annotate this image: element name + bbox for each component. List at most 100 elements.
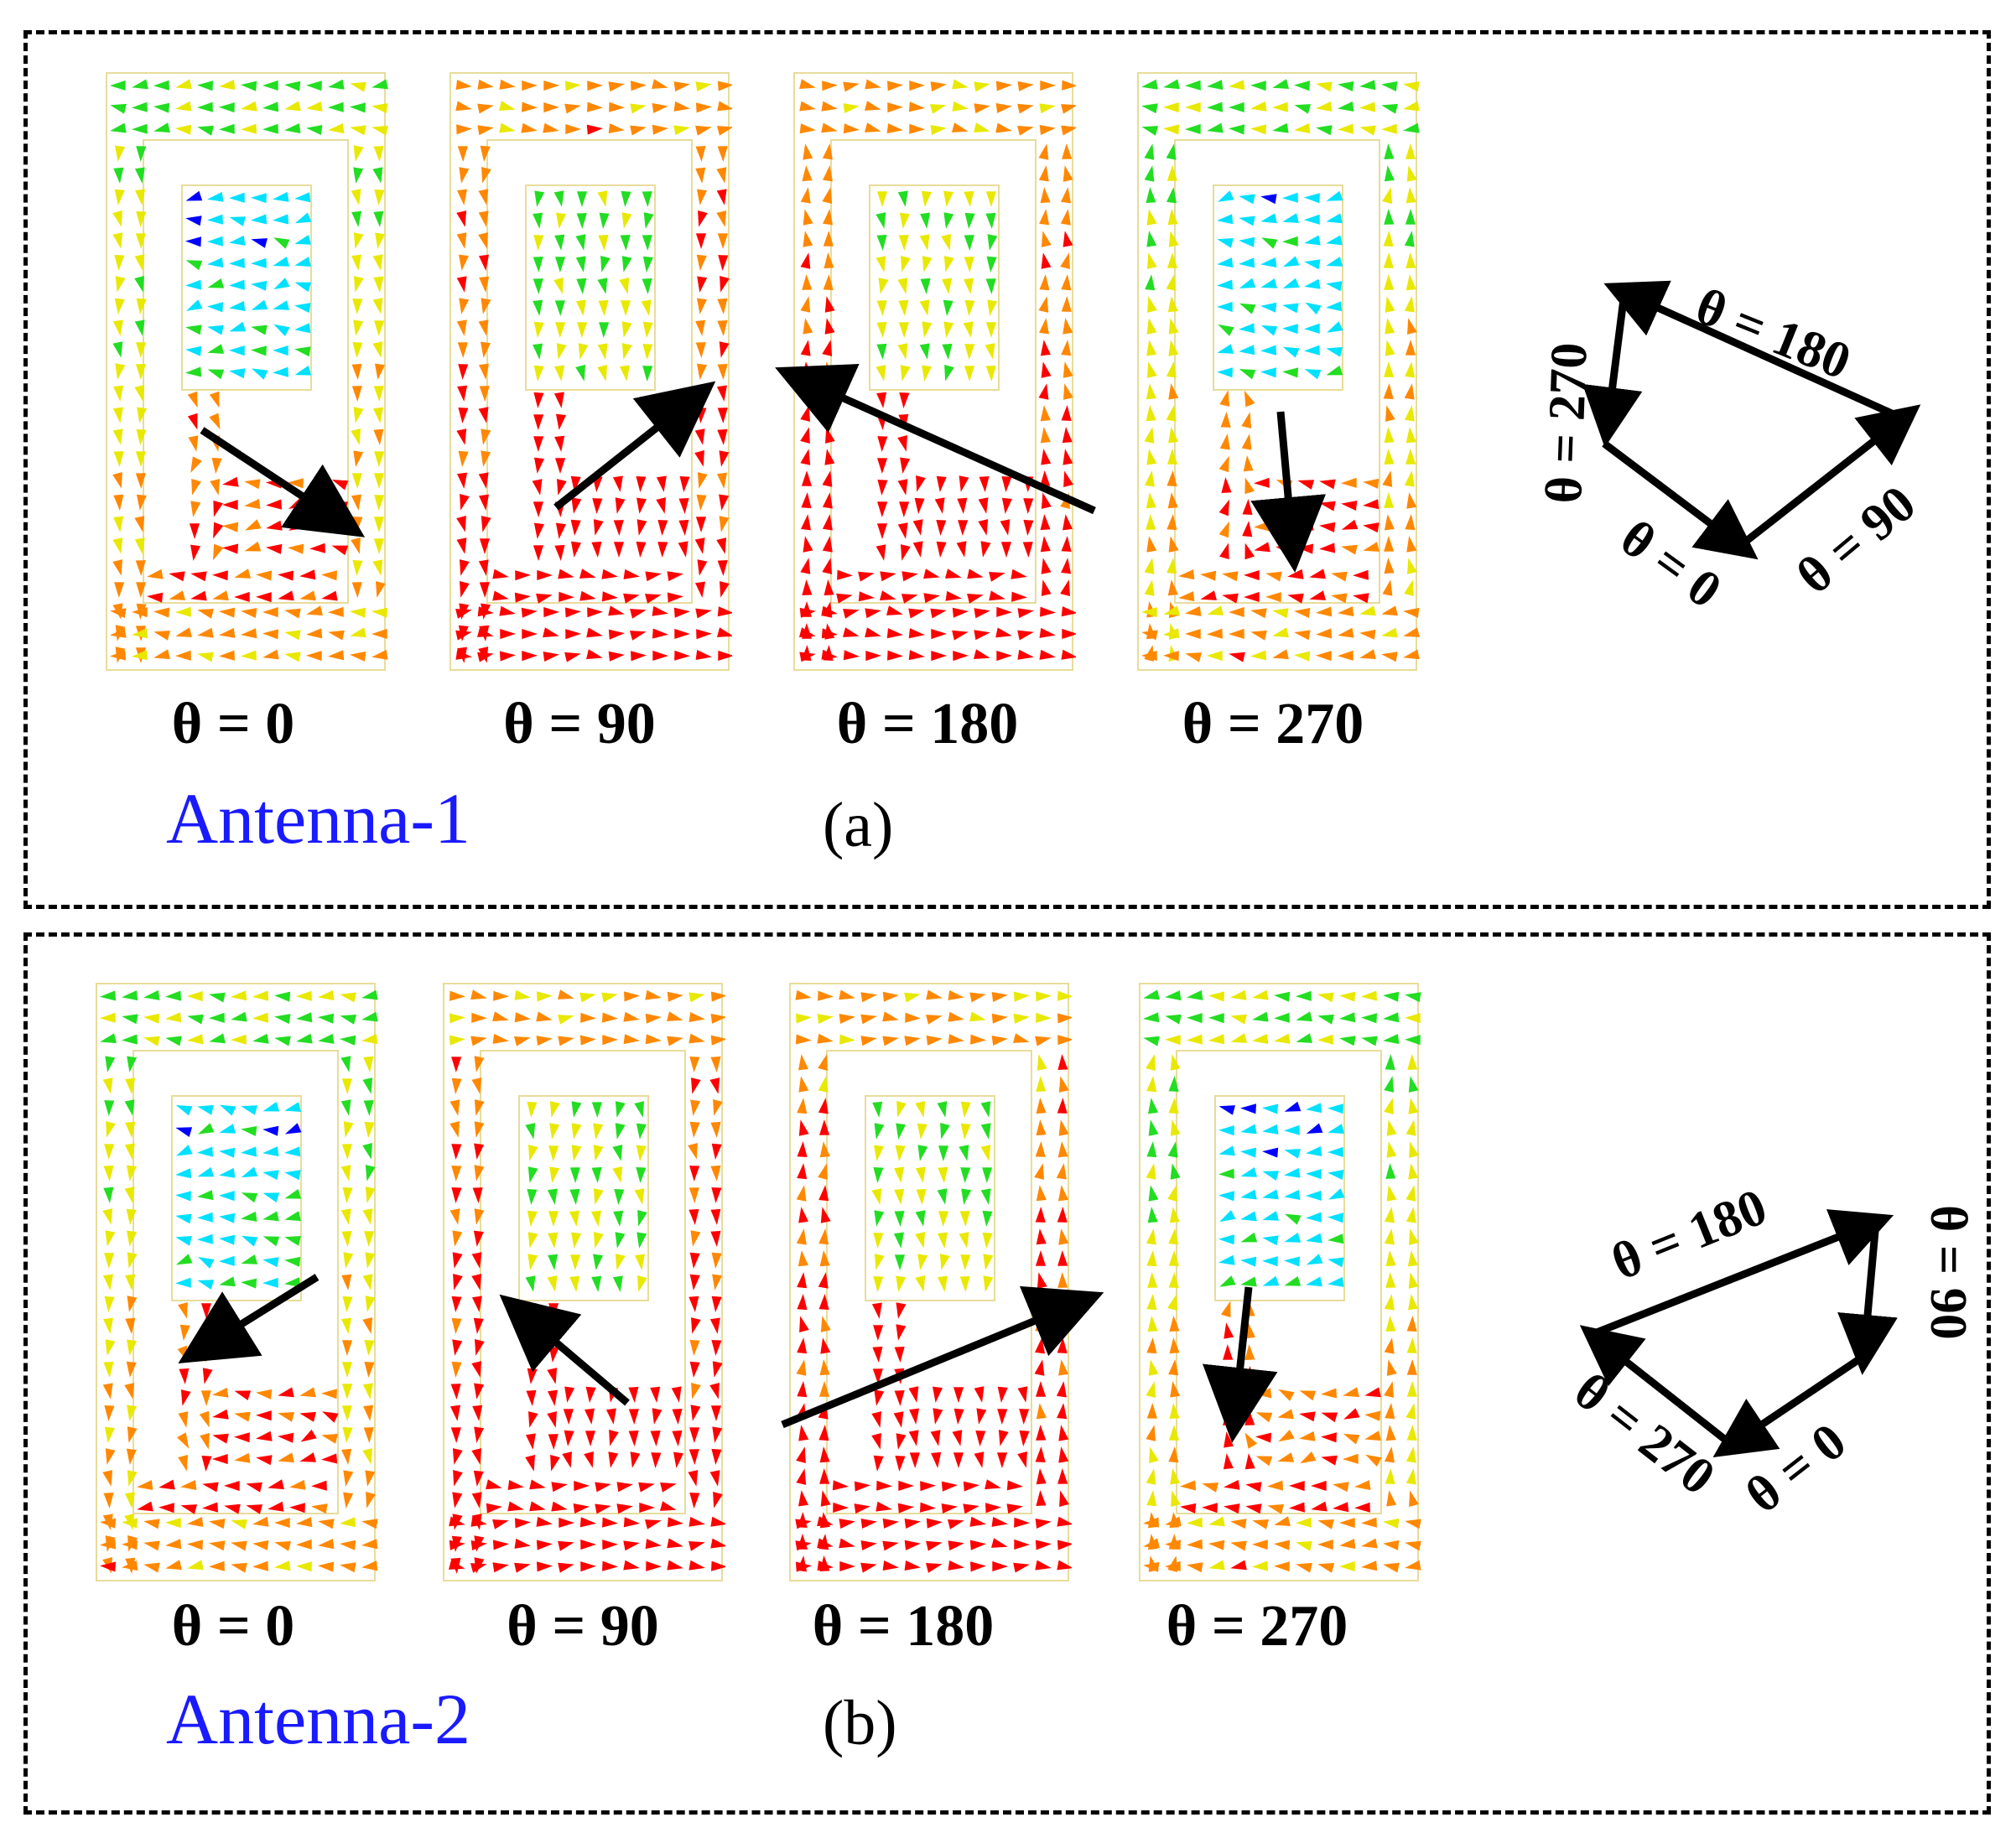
current-arrow [549,1123,560,1140]
current-arrow [1341,477,1357,488]
current-arrow [926,1563,943,1573]
current-arrow [474,1383,485,1399]
current-arrow [125,1121,136,1138]
current-arrow [1327,321,1343,333]
current-arrow [1250,124,1266,135]
current-arrow [672,1430,683,1446]
current-arrow [614,1189,625,1205]
current-arrow [562,1451,572,1468]
current-arrow [1143,989,1160,1000]
current-arrow [533,392,544,408]
current-arrow [365,1165,376,1181]
current-arrow [1229,80,1245,91]
current-arrow [479,363,489,380]
current-arrow [824,579,834,596]
current-arrow [592,498,603,514]
current-arrow [711,1296,722,1312]
current-arrow [1058,1228,1069,1245]
current-arrow [709,1383,720,1399]
current-arrow [717,428,728,445]
current-arrow [915,1166,926,1183]
current-arrow [1058,1425,1069,1441]
current-arrow [127,1470,138,1487]
current-arrow [252,1540,269,1550]
current-arrow [801,514,811,531]
current-arrow [350,651,366,662]
current-arrow [1385,1425,1396,1441]
current-arrow [938,1275,948,1292]
current-arrow [1338,123,1354,134]
current-arrow [959,1276,970,1292]
current-arrow [819,1468,830,1484]
current-arrow [1039,318,1049,335]
current-arrow [1240,1147,1257,1158]
current-arrow [865,608,881,619]
current-arrow [1297,500,1314,511]
current-arrow [1141,651,1157,662]
current-arrow [1167,1141,1178,1158]
current-arrow [915,1232,925,1249]
current-arrow [372,103,388,113]
current-arrow [897,190,908,207]
current-arrow [1276,522,1292,533]
current-arrow [645,1034,662,1045]
current-arrow [340,1035,356,1046]
current-arrow [551,1501,568,1512]
current-arrow [876,365,886,382]
current-arrow [527,1210,538,1227]
current-arrow [311,1480,327,1491]
current-arrow [175,101,192,112]
current-arrow [919,343,930,360]
current-arrow [1187,1562,1203,1573]
current-arrow [1284,1276,1302,1286]
current-arrow [1407,318,1417,335]
current-arrow [1200,570,1217,581]
current-arrow [980,1123,991,1140]
current-arrow [527,1368,538,1384]
current-arrow [690,1405,701,1421]
current-arrow [251,345,267,356]
current-arrow [115,145,125,162]
current-arrow [641,299,652,316]
current-arrow [187,391,198,408]
current-arrow [667,991,683,1002]
current-arrow [294,303,311,314]
current-arrow [878,278,889,294]
current-arrow [938,1166,948,1183]
current-arrow [615,497,626,514]
current-arrow [212,1433,229,1444]
current-arrow [175,1254,193,1265]
current-arrow [373,517,384,532]
current-arrow [1229,628,1244,639]
current-arrow [960,1123,971,1140]
current-arrow [1272,122,1289,133]
current-arrow [122,1014,138,1025]
current-arrow [153,80,169,91]
current-arrow [597,343,608,360]
current-arrow [533,522,544,539]
current-arrow [1284,1233,1302,1243]
current-arrow [621,212,632,229]
current-arrow [100,1539,116,1550]
current-arrow [1274,1561,1290,1572]
current-arrow [1218,455,1229,473]
current-arrow [639,1503,655,1514]
current-arrow [1331,571,1348,582]
current-arrow [839,1034,855,1045]
current-arrow [361,1519,378,1529]
current-arrow [630,1451,641,1468]
current-arrow [112,232,123,249]
current-arrow [865,122,881,132]
current-arrow [451,1077,462,1094]
current-arrow [1036,1119,1047,1136]
current-arrow [616,1503,633,1514]
current-arrow [474,1208,485,1225]
current-arrow [1262,1275,1280,1286]
current-arrow [452,1230,463,1247]
current-arrow [608,1386,619,1403]
current-arrow [373,386,384,402]
current-arrow [800,252,811,269]
current-arrow [897,278,908,294]
current-arrow [1384,1381,1394,1398]
current-arrow [969,1011,986,1022]
